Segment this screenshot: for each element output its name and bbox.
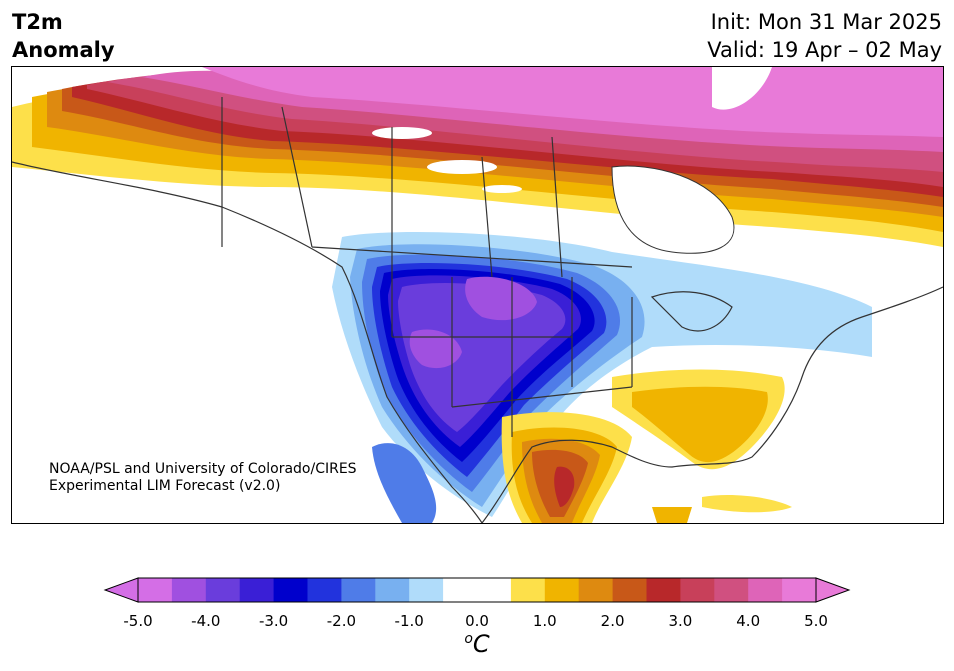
texas-mexico-warm: [501, 412, 792, 523]
title-line-1: T2m: [12, 10, 63, 34]
colorbar-svg: [103, 577, 851, 603]
colorbar-bin: [680, 578, 715, 602]
colorbar-under-arrow: [103, 577, 139, 603]
colorbar-tick-label: -5.0: [123, 612, 153, 630]
colorbar-bin: [612, 578, 647, 602]
coastlines: [12, 97, 943, 523]
colorbar-bin: [782, 578, 817, 602]
colorbar-tick-label: 0.0: [465, 612, 489, 630]
colorbar-frame: [137, 577, 817, 603]
colorbar-tick-label: -4.0: [191, 612, 221, 630]
colorbar-tick-label: 2.0: [600, 612, 625, 630]
colorbar-bin: [510, 578, 546, 602]
western-us-cold-core: [332, 232, 872, 523]
colorbar-tick-label: -2.0: [326, 612, 357, 630]
colorbar-bin: [646, 578, 681, 602]
colorbar-tick-label: 4.0: [736, 612, 761, 630]
colorbar-bin: [307, 578, 342, 602]
colorbar-over-arrow: [815, 577, 851, 603]
colorbar-bin: [205, 578, 241, 602]
southeast-warm: [612, 369, 785, 470]
colorbar-bin: [477, 578, 512, 602]
colorbar-bin: [443, 578, 478, 602]
colorbar-bin: [239, 578, 275, 602]
colorbar-bin: [409, 578, 444, 602]
colorbar-bin: [748, 578, 783, 602]
colorbar-bin: [273, 578, 308, 602]
colorbar-tick-label: -3.0: [258, 612, 289, 630]
colorbar-bin: [171, 578, 207, 602]
colorbar-bin: [578, 578, 614, 602]
colorbar-unit: oC: [464, 630, 489, 658]
unit-degree: o: [464, 631, 473, 647]
colorbar-bin: [341, 578, 376, 602]
valid-date: Valid: 19 Apr – 02 May: [707, 38, 942, 62]
credit-text: NOAA/PSL and University of Colorado/CIRE…: [49, 461, 357, 495]
forecast-dates: Init: Mon 31 Mar 2025 Valid: 19 Apr – 02…: [707, 8, 942, 64]
colorbar-bin: [138, 578, 173, 602]
colorbar-bin: [375, 578, 410, 602]
unit-base: C: [472, 630, 490, 658]
colorbar-tick-label: 5.0: [804, 612, 828, 630]
colorbar-bin: [714, 578, 749, 602]
colorbar-bin: [544, 578, 580, 602]
colorbar-tick-label: 1.0: [532, 612, 557, 630]
arctic-warm-anomaly: [12, 67, 943, 254]
credit-line-2: Experimental LIM Forecast (v2.0): [49, 478, 281, 494]
init-date: Init: Mon 31 Mar 2025: [710, 10, 942, 34]
anomaly-map: NOAA/PSL and University of Colorado/CIRE…: [11, 66, 944, 524]
colorbar-tick-label: -1.0: [394, 612, 424, 630]
credit-line-1: NOAA/PSL and University of Colorado/CIRE…: [49, 461, 357, 477]
map-title: T2m Anomaly: [12, 8, 115, 64]
colorbar: [0, 570, 954, 670]
colorbar-tick-label: 3.0: [668, 612, 693, 630]
map-canvas: [12, 67, 943, 523]
title-line-2: Anomaly: [12, 38, 115, 62]
colorbar-ticks: -5.0 -4.0 -3.0 -2.0 -1.0 0.0 1.0 2.0 3.0 4.0 5.0: [0, 612, 954, 632]
